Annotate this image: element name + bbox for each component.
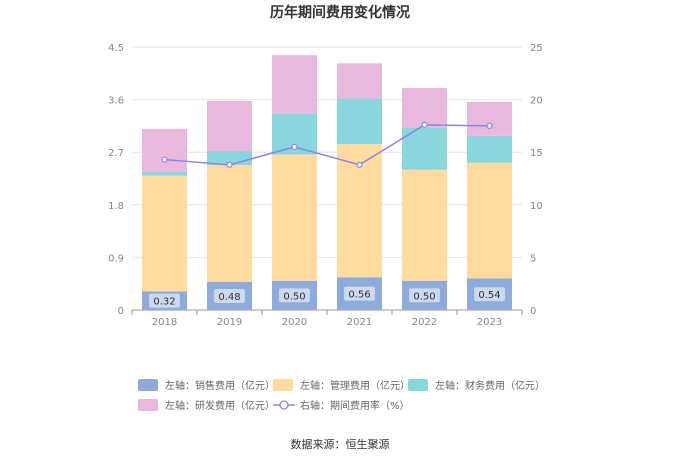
legend: 左轴：销售费用（亿元） 左轴：管理费用（亿元） 左轴：财务费用（亿元） 左轴：研发费用… — [138, 379, 545, 412]
y-left-tick-label: 0.9 — [108, 253, 124, 264]
legend-label: 左轴：管理费用（亿元） — [300, 379, 410, 392]
x-tick-label: 2021 — [347, 317, 372, 328]
bar-segment — [337, 98, 382, 145]
bar-segment — [272, 154, 317, 281]
rate-point — [226, 161, 233, 168]
bar-segment — [207, 165, 252, 282]
chart-title: 历年期间费用变化情况 — [270, 4, 410, 21]
y-right-tick-label: 10 — [530, 201, 543, 212]
bar-segment — [142, 175, 187, 292]
bar-segment — [142, 128, 187, 173]
y-left-tick-label: 0 — [118, 306, 124, 317]
grid-lines — [132, 46, 522, 258]
data-label-bg — [149, 293, 180, 308]
y-left-tick-label: 2.7 — [108, 148, 124, 159]
legend-swatch — [138, 399, 158, 411]
x-tick-label: 2023 — [477, 317, 502, 328]
source-text: 数据来源：恒生聚源 — [290, 438, 390, 451]
rate-point — [291, 143, 298, 151]
bar-segment — [272, 55, 317, 114]
legend-label: 左轴：研发费用（亿元） — [165, 399, 275, 412]
legend-label: 左轴：财务费用（亿元） — [435, 379, 545, 392]
rate-point — [356, 161, 363, 168]
data-label: 0.50 — [413, 291, 435, 302]
rate-point — [421, 121, 428, 128]
bar-segment — [337, 63, 382, 99]
x-tick-label: 2022 — [412, 317, 437, 328]
y-right-tick-label: 20 — [530, 96, 543, 107]
rate-point — [161, 156, 168, 163]
legend-swatch — [273, 379, 293, 391]
bar-segment — [467, 101, 512, 136]
axes: 0 0.9 1.8 2.7 3.6 4.5 0 5 10 15 20 25 2018 2019 2020 20… — [108, 43, 543, 328]
rate-point — [486, 122, 493, 130]
data-label-bg — [214, 288, 245, 303]
y-right-tick-label: 15 — [530, 148, 543, 159]
bar-segment — [467, 135, 512, 163]
bar-segment — [207, 100, 252, 152]
y-left-tick-label: 1.8 — [108, 201, 124, 212]
bar-segment — [142, 172, 187, 176]
data-label: 0.54 — [478, 290, 500, 301]
legend-swatch-marker — [279, 400, 289, 410]
bar-segment — [402, 87, 447, 128]
legend-label: 右轴：期间费用率（%） — [300, 399, 410, 412]
data-label: 0.56 — [348, 290, 370, 301]
data-label: 0.48 — [218, 292, 240, 303]
bars: 0.32 0.48 0.50 0.56 0.50 0.54 — [142, 55, 512, 310]
data-label-bg — [409, 288, 440, 303]
y-right-tick-label: 5 — [530, 253, 536, 264]
y-left-tick-label: 3.6 — [108, 96, 124, 107]
rate-line — [161, 121, 493, 168]
data-label-bg — [344, 286, 375, 301]
y-left-tick-label: 4.5 — [108, 43, 124, 54]
data-label: 0.50 — [283, 291, 305, 302]
x-tick-label: 2018 — [152, 317, 177, 328]
rate-line-path — [164, 124, 490, 166]
legend-swatch — [408, 379, 428, 391]
data-label-bg — [279, 288, 310, 303]
bar-segment — [467, 162, 512, 279]
legend-label: 左轴：销售费用（亿元） — [165, 379, 275, 392]
y-right-tick-label: 0 — [530, 306, 536, 317]
y-right-tick-label: 25 — [530, 43, 543, 54]
x-tick-label: 2020 — [282, 317, 307, 328]
data-label: 0.32 — [153, 297, 175, 308]
bar-segment — [402, 169, 447, 281]
data-label-bg — [474, 287, 505, 302]
legend-swatch — [138, 379, 158, 391]
x-tick-label: 2019 — [217, 317, 242, 328]
